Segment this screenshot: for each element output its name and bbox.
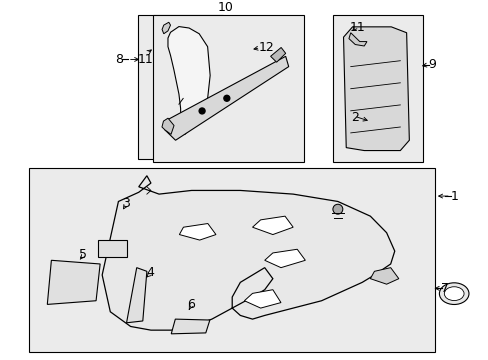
Ellipse shape bbox=[444, 287, 463, 301]
Polygon shape bbox=[47, 260, 100, 305]
Circle shape bbox=[332, 204, 342, 214]
Text: 3: 3 bbox=[122, 197, 130, 210]
Text: 11: 11 bbox=[138, 53, 153, 66]
Polygon shape bbox=[252, 216, 293, 235]
Text: 11: 11 bbox=[349, 21, 365, 34]
Bar bbox=[138, 15, 223, 159]
Bar bbox=[98, 240, 126, 257]
Polygon shape bbox=[348, 33, 366, 46]
Polygon shape bbox=[164, 56, 288, 140]
Circle shape bbox=[199, 108, 204, 114]
Polygon shape bbox=[168, 27, 210, 134]
Polygon shape bbox=[343, 27, 408, 150]
Text: 4: 4 bbox=[146, 266, 154, 279]
Bar bbox=[332, 15, 422, 162]
Polygon shape bbox=[270, 48, 285, 62]
Polygon shape bbox=[179, 224, 216, 240]
Text: 2: 2 bbox=[351, 112, 359, 125]
Polygon shape bbox=[126, 267, 146, 323]
Bar bbox=[153, 15, 303, 162]
Circle shape bbox=[224, 95, 229, 101]
Polygon shape bbox=[102, 176, 394, 330]
Text: 10: 10 bbox=[217, 1, 233, 14]
Ellipse shape bbox=[439, 283, 468, 305]
Bar bbox=[29, 168, 434, 352]
Text: 5: 5 bbox=[79, 248, 87, 261]
Polygon shape bbox=[369, 267, 398, 284]
Polygon shape bbox=[171, 319, 209, 334]
Text: 1: 1 bbox=[449, 190, 457, 203]
Text: 12: 12 bbox=[258, 41, 273, 54]
Text: 9: 9 bbox=[427, 58, 436, 71]
Text: 6: 6 bbox=[187, 298, 195, 311]
Text: 8: 8 bbox=[115, 53, 123, 66]
Text: 7: 7 bbox=[440, 282, 447, 295]
Polygon shape bbox=[244, 290, 281, 308]
Polygon shape bbox=[162, 22, 170, 34]
Polygon shape bbox=[162, 118, 174, 134]
Polygon shape bbox=[264, 249, 305, 267]
